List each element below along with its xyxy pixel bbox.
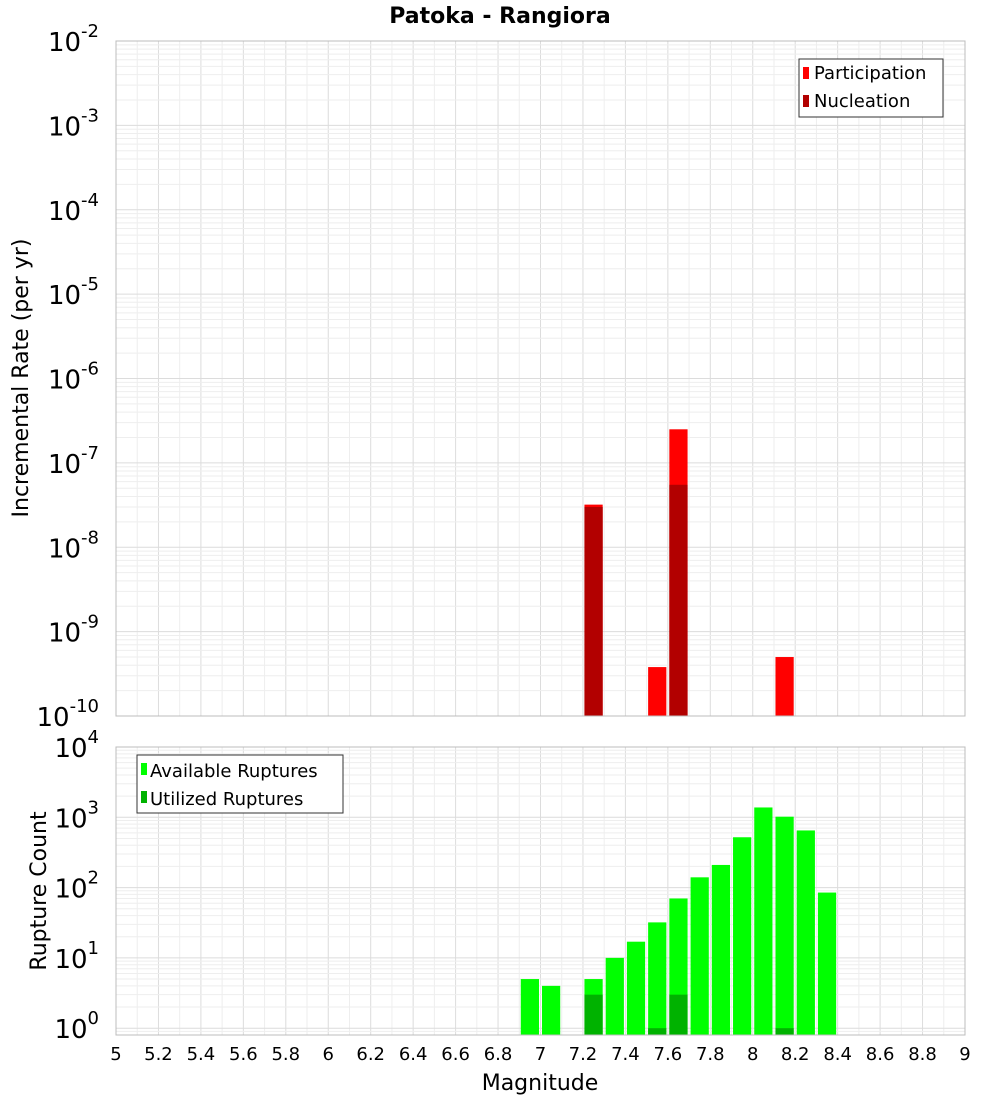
nucleation-bar <box>584 506 603 716</box>
available-ruptures-bar <box>733 837 752 1035</box>
nucleation-legend-swatch <box>803 95 809 107</box>
nucleation-legend-label: Nucleation <box>814 91 910 112</box>
count-legend: Available Ruptures Utilized Ruptures <box>136 754 344 814</box>
y-tick-label: 10-3 <box>48 105 99 142</box>
y-tick-label: 10-7 <box>48 443 99 480</box>
x-tick-label: 5.6 <box>229 1044 258 1065</box>
x-tick-label: 7.2 <box>569 1044 598 1065</box>
count-y-axis-label: Rupture Count <box>27 811 52 971</box>
participation-legend-label: Participation <box>814 63 926 84</box>
y-tick-label: 101 <box>54 938 99 975</box>
utilized-legend-label: Utilized Ruptures <box>150 789 303 810</box>
count-bars <box>520 807 837 1035</box>
y-tick-label: 10-10 <box>37 696 100 733</box>
count-legend-box <box>136 754 344 814</box>
x-tick-label: 6 <box>323 1044 334 1065</box>
x-tick-label: 7.6 <box>654 1044 683 1065</box>
available-ruptures-bar <box>817 892 837 1035</box>
utilized-ruptures-bar <box>775 1028 794 1035</box>
x-tick-label: 8.4 <box>823 1044 852 1065</box>
rate-bars <box>584 429 794 716</box>
available-ruptures-bar <box>754 807 773 1035</box>
available-ruptures-bar <box>690 877 709 1035</box>
available-ruptures-bar <box>796 830 815 1035</box>
x-tick-label: 7 <box>535 1044 546 1065</box>
x-tick-label: 5.4 <box>187 1044 216 1065</box>
available-legend-swatch <box>141 763 147 775</box>
rate-y-axis-label: Incremental Rate (per yr) <box>9 239 34 518</box>
x-tick-label: 9 <box>959 1044 970 1065</box>
utilized-ruptures-bar <box>648 1028 667 1035</box>
participation-bar <box>775 657 794 716</box>
x-tick-labels: 5 5.2 5.4 5.6 5.8 6 6.2 6.4 6.6 6.8 7 7.2 7.4 7.6 7.8 8… <box>110 1044 970 1065</box>
y-tick-label: 103 <box>54 797 99 834</box>
y-tick-label: 10-6 <box>48 359 99 396</box>
x-tick-label: 6.6 <box>441 1044 470 1065</box>
available-ruptures-bar <box>775 816 794 1035</box>
rate-y-ticks: 10-10 10-9 10-8 10-7 10-6 10-5 10-4 10-3 10-2 <box>37 21 100 733</box>
x-tick-label: 8 <box>747 1044 758 1065</box>
x-tick-label: 8.2 <box>781 1044 810 1065</box>
available-ruptures-bar <box>648 922 667 1035</box>
rate-legend-box <box>798 58 944 118</box>
utilized-legend-swatch <box>141 791 147 803</box>
available-ruptures-bar <box>520 979 539 1035</box>
x-tick-label: 7.8 <box>696 1044 725 1065</box>
participation-bar <box>648 667 667 716</box>
x-tick-label: 7.4 <box>611 1044 640 1065</box>
nucleation-bar <box>669 484 688 716</box>
x-axis-label: Magnitude <box>482 1071 599 1096</box>
available-ruptures-bar <box>542 985 561 1035</box>
x-tick-label: 6.8 <box>484 1044 513 1065</box>
available-legend-label: Available Ruptures <box>150 761 318 782</box>
utilized-ruptures-bar <box>584 994 603 1035</box>
y-tick-label: 10-4 <box>48 190 99 227</box>
rate-plot-frame <box>115 40 966 717</box>
utilized-ruptures-bar <box>669 994 688 1035</box>
x-tick-label: 8.6 <box>866 1044 895 1065</box>
available-ruptures-bar <box>605 957 624 1035</box>
available-ruptures-bar <box>711 864 731 1035</box>
y-tick-label: 10-5 <box>48 274 99 311</box>
available-ruptures-bar <box>626 941 646 1035</box>
chart-title: Patoka - Rangiora <box>389 4 610 29</box>
y-tick-label: 102 <box>54 868 99 905</box>
participation-legend-swatch <box>803 67 809 79</box>
x-tick-label: 5.8 <box>271 1044 300 1065</box>
count-plot-frame <box>115 746 966 1036</box>
x-tick-label: 5 <box>110 1044 121 1065</box>
x-tick-label: 6.2 <box>356 1044 385 1065</box>
rate-panel: 10-10 10-9 10-8 10-7 10-6 10-5 10-4 10-3 10-2 In… <box>9 21 966 733</box>
y-tick-label: 100 <box>54 1008 99 1045</box>
y-tick-label: 10-8 <box>48 527 99 564</box>
x-tick-label: 6.4 <box>399 1044 428 1065</box>
rate-legend: Participation Nucleation <box>798 58 944 118</box>
x-tick-label: 8.8 <box>908 1044 937 1065</box>
rate-grid <box>115 40 966 717</box>
x-tick-label: 5.2 <box>144 1044 173 1065</box>
y-tick-label: 10-9 <box>48 612 99 649</box>
y-tick-label: 10-2 <box>48 21 99 58</box>
